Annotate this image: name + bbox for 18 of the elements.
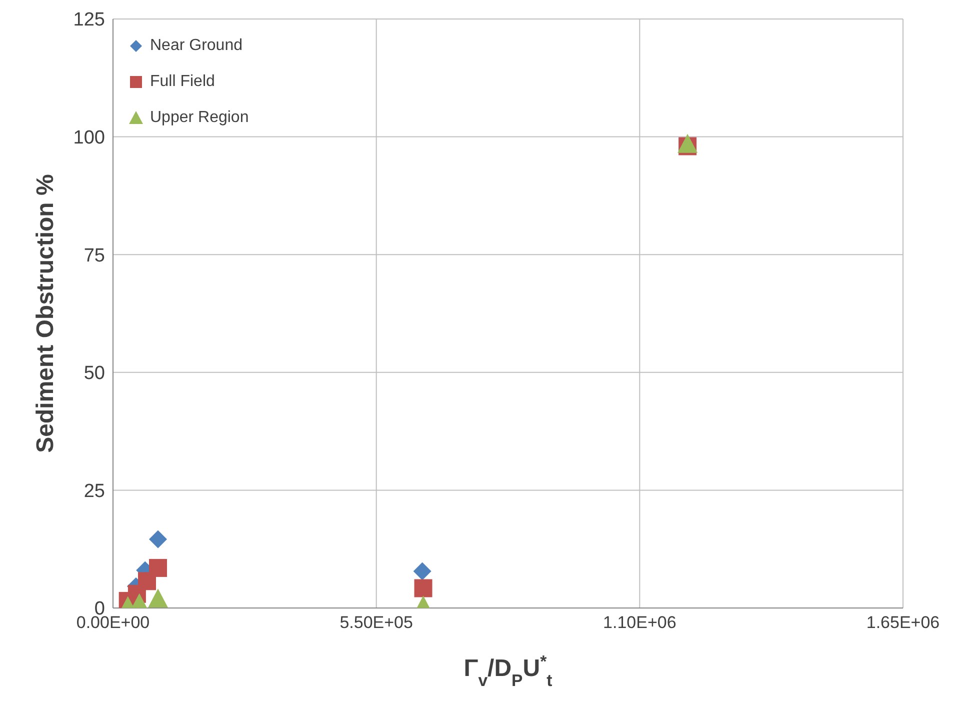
point xyxy=(678,134,698,153)
legend-label: Full Field xyxy=(150,73,215,91)
y-tick-label: 75 xyxy=(84,245,105,266)
point xyxy=(149,530,168,548)
y-tick-label: 125 xyxy=(73,10,105,31)
legend-label: Upper Region xyxy=(150,109,249,127)
point xyxy=(413,562,432,580)
point xyxy=(148,588,168,608)
y-tick-label: 50 xyxy=(84,363,105,384)
legend-label: Near Ground xyxy=(150,37,242,55)
y-axis-title: Sediment Obstruction % xyxy=(32,174,59,453)
x-tick-label: 1.65E+06 xyxy=(866,613,940,632)
y-tick-label: 100 xyxy=(73,128,105,149)
point xyxy=(414,579,432,598)
x-tick-label: 5.50E+05 xyxy=(340,613,413,632)
point xyxy=(149,558,168,577)
y-tick-label: 25 xyxy=(84,480,105,502)
x-tick-label: 1.10E+06 xyxy=(603,613,676,632)
